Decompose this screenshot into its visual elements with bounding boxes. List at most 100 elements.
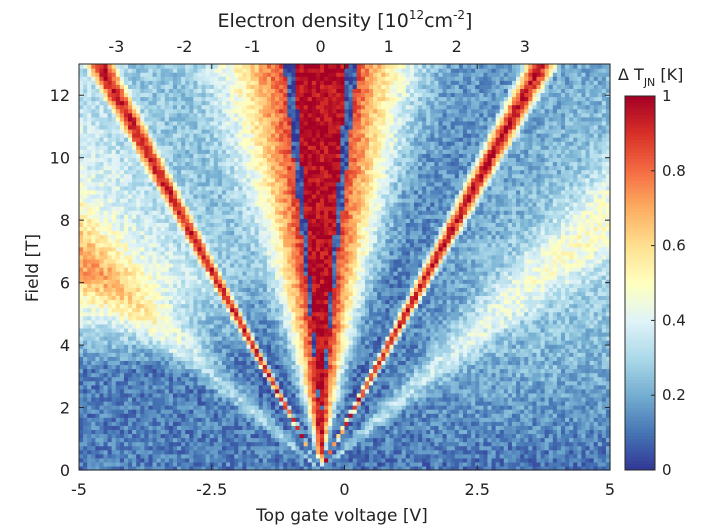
- heatmap-cell: [369, 352, 374, 357]
- heatmap-cell: [250, 392, 256, 398]
- heatmap-cell: [340, 340, 346, 345]
- heatmap-cell: [569, 323, 574, 329]
- heatmap-cell: [532, 380, 538, 386]
- heatmap-cell: [136, 409, 141, 414]
- heatmap-cell: [177, 437, 182, 443]
- heatmap-cell: [250, 457, 256, 463]
- heatmap-cell: [499, 449, 505, 455]
- heatmap-cell: [315, 384, 321, 390]
- heatmap-cell: [107, 348, 113, 353]
- heatmap-cell: [287, 421, 292, 426]
- heatmap-cell: [160, 453, 166, 459]
- heatmap-cell: [487, 445, 493, 451]
- heatmap-cell: [336, 352, 342, 357]
- heatmap-cell: [446, 380, 452, 386]
- heatmap-cell: [430, 409, 435, 414]
- heatmap-cell: [111, 441, 117, 447]
- heatmap-cell: [462, 449, 468, 455]
- heatmap-cell: [311, 421, 317, 426]
- heatmap-cell: [99, 331, 105, 337]
- heatmap-cell: [164, 457, 170, 463]
- heatmap-cell: [340, 356, 346, 361]
- heatmap-cell: [389, 409, 395, 414]
- heatmap-cell: [87, 441, 92, 447]
- heatmap-cell: [160, 380, 166, 386]
- heatmap-cell: [177, 441, 182, 447]
- heatmap-cell: [511, 331, 517, 337]
- heatmap-cell: [319, 396, 325, 402]
- heatmap-cell: [213, 352, 219, 357]
- heatmap-cell: [307, 457, 313, 463]
- heatmap-cell: [499, 384, 505, 390]
- heatmap-cell: [254, 311, 260, 317]
- heatmap-cell: [324, 319, 329, 325]
- heatmap-cell: [434, 461, 440, 467]
- heatmap-cell: [319, 445, 325, 451]
- heatmap-cell: [152, 315, 158, 321]
- heatmap-cell: [201, 409, 207, 414]
- heatmap-cell: [434, 425, 440, 430]
- heatmap-cell: [275, 376, 280, 382]
- heatmap-cell: [234, 405, 239, 410]
- heatmap-cell: [356, 421, 362, 426]
- heatmap-cell: [328, 417, 333, 422]
- heatmap-cell: [491, 392, 497, 398]
- heatmap-cell: [503, 449, 509, 455]
- heatmap-cell: [434, 465, 440, 471]
- heatmap-cell: [450, 384, 456, 390]
- heatmap-cell: [226, 457, 231, 463]
- heatmap-cell: [311, 327, 317, 333]
- heatmap-cell: [565, 323, 570, 329]
- heatmap-cell: [597, 409, 603, 414]
- heatmap-cell: [409, 457, 415, 463]
- heatmap-cell: [193, 348, 199, 353]
- heatmap-cell: [168, 331, 174, 337]
- heatmap-cell: [193, 336, 199, 341]
- heatmap-cell: [369, 331, 374, 337]
- heatmap-cell: [356, 409, 362, 414]
- heatmap-cell: [581, 380, 587, 386]
- heatmap-cell: [246, 364, 252, 370]
- heatmap-cell: [307, 344, 313, 349]
- heatmap-cell: [287, 315, 292, 321]
- heatmap-cell: [450, 417, 456, 422]
- heatmap-cell: [205, 417, 211, 422]
- heatmap-cell: [385, 315, 391, 321]
- heatmap-cell: [295, 421, 301, 426]
- heatmap-cell: [144, 441, 150, 447]
- heatmap-cell: [230, 311, 235, 317]
- heatmap-cell: [536, 409, 542, 414]
- heatmap-cell: [560, 441, 566, 447]
- heatmap-cell: [369, 437, 374, 443]
- heatmap-cell: [589, 388, 595, 394]
- heatmap-cell: [467, 405, 472, 410]
- heatmap-cell: [405, 461, 411, 467]
- heatmap-cell: [532, 315, 538, 321]
- heatmap-cell: [295, 429, 301, 435]
- heatmap-cell: [340, 400, 346, 406]
- heatmap-cell: [172, 376, 178, 382]
- heatmap-cell: [438, 396, 444, 402]
- heatmap-cell: [279, 331, 284, 337]
- heatmap-cell: [418, 437, 423, 443]
- heatmap-cell: [332, 429, 337, 435]
- heatmap-cell: [381, 340, 386, 345]
- heatmap-cell: [581, 453, 587, 459]
- heatmap-cell: [303, 400, 309, 406]
- heatmap-cell: [193, 425, 199, 430]
- heatmap-cell: [597, 441, 603, 447]
- heatmap-cell: [168, 352, 174, 357]
- heatmap-cell: [144, 465, 150, 471]
- heatmap-cell: [385, 372, 391, 378]
- heatmap-cell: [189, 315, 194, 321]
- heatmap-cell: [128, 433, 133, 439]
- heatmap-cell: [340, 376, 346, 382]
- heatmap-cell: [266, 336, 272, 341]
- heatmap-cell: [250, 433, 256, 439]
- heatmap-cell: [87, 405, 92, 410]
- heatmap-cell: [475, 405, 480, 410]
- heatmap-cell: [507, 384, 513, 390]
- heatmap-cell: [250, 376, 256, 382]
- heatmap-cell: [156, 348, 162, 353]
- heatmap-cell: [168, 372, 174, 378]
